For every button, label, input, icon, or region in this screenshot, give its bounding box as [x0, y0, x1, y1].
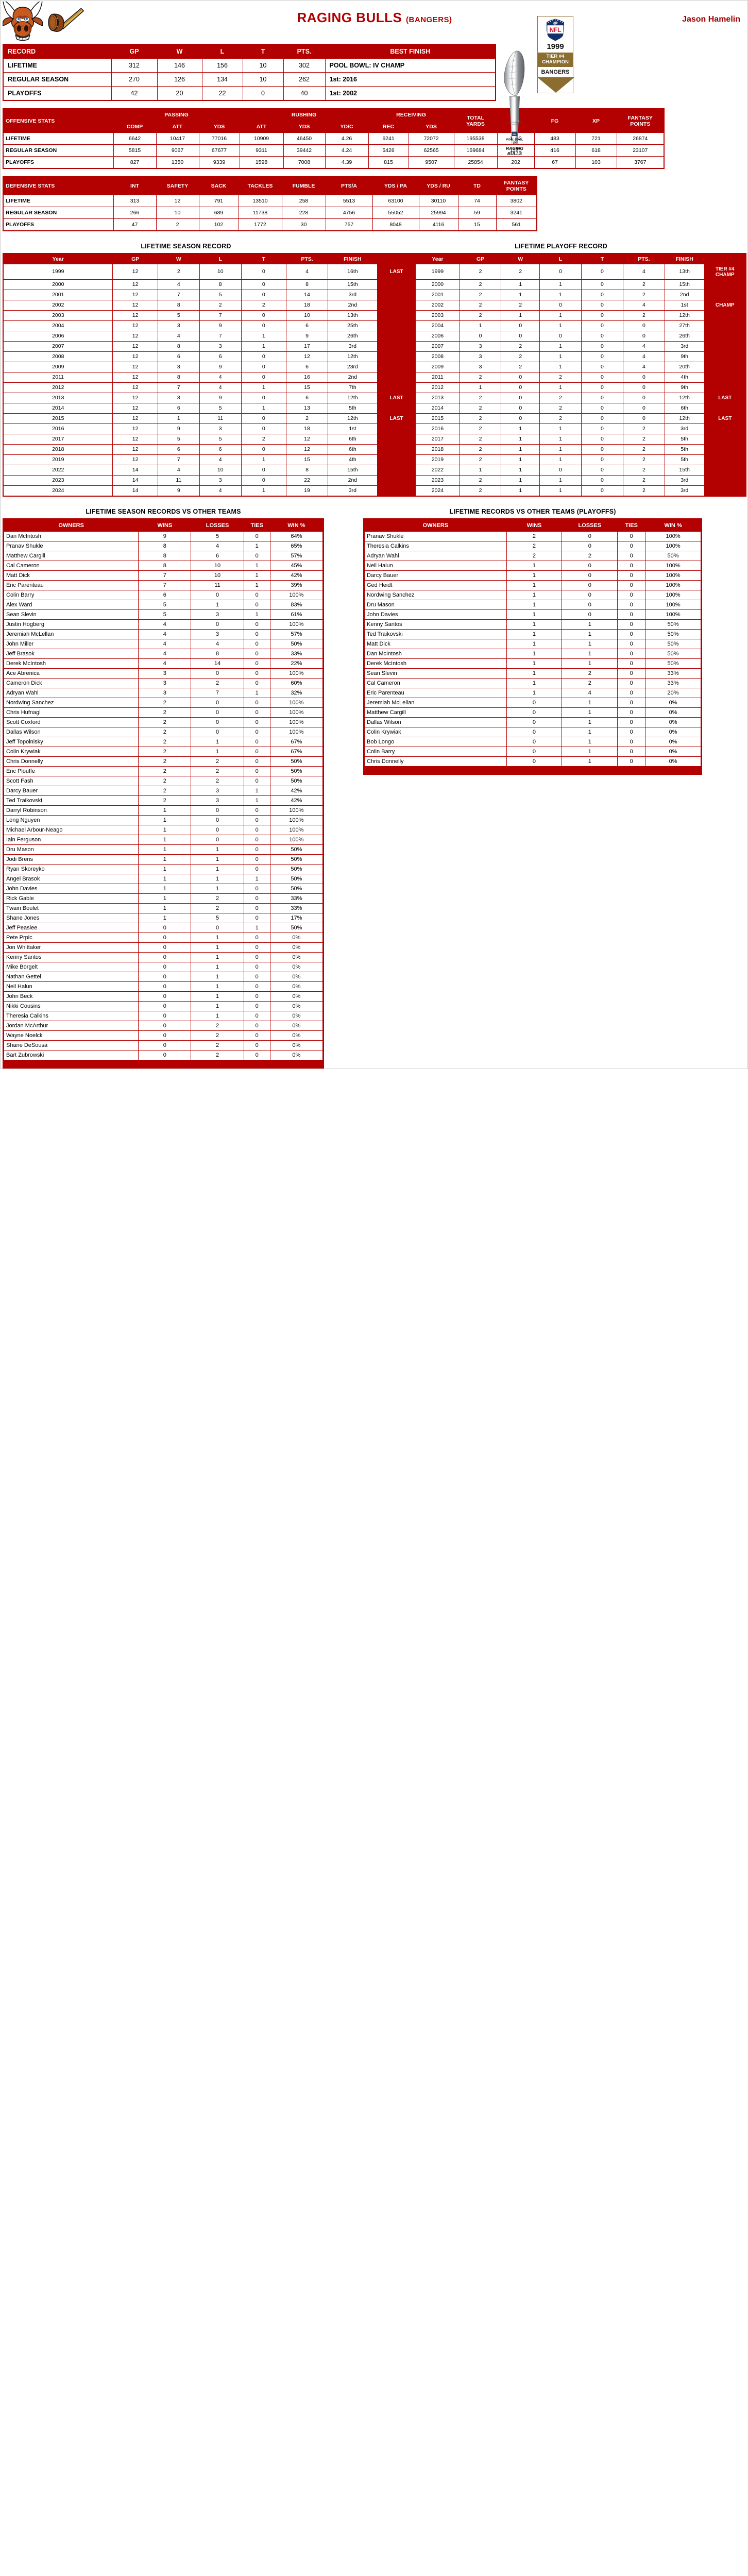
svg-text:NFL: NFL [550, 27, 562, 33]
svg-text:TROPHY: TROPHY [512, 124, 518, 126]
svg-text:NFL: NFL [513, 133, 517, 135]
svg-text:IV: IV [513, 141, 517, 145]
